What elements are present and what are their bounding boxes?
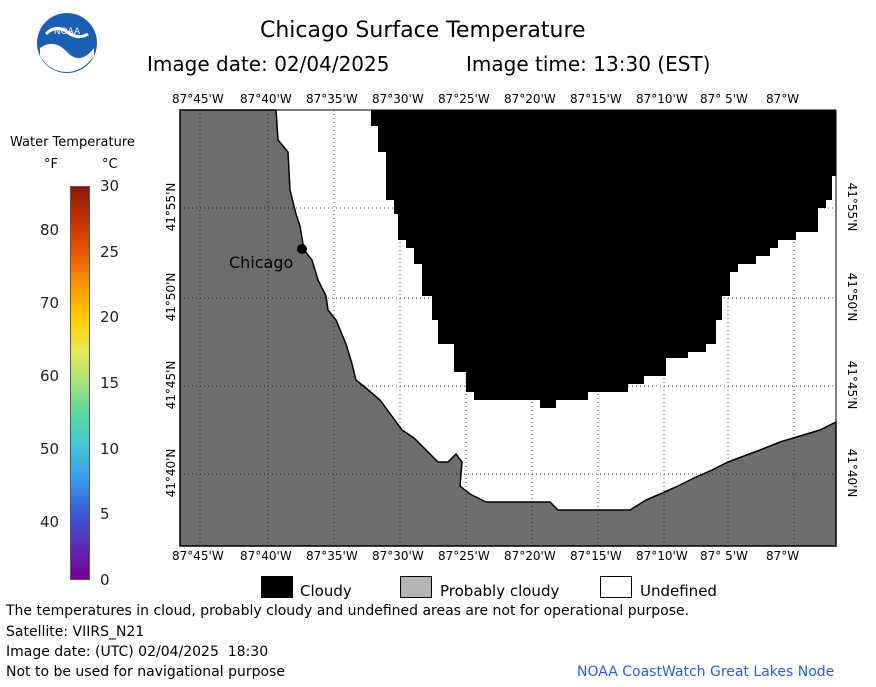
lon-label-bottom-2: 87°35'W xyxy=(306,549,358,563)
land-area xyxy=(179,109,837,547)
legend-probably-cloudy-swatch xyxy=(400,576,432,598)
map-title: Chicago Surface Temperature xyxy=(260,18,586,43)
lon-label-bottom-6: 87°15'W xyxy=(570,549,622,563)
noaa-logo: NOAA xyxy=(36,12,98,74)
scale-unit-c: °C xyxy=(102,157,118,172)
scale-title: Water Temperature xyxy=(10,135,135,150)
credit-link[interactable]: NOAA CoastWatch Great Lakes Node xyxy=(577,664,835,680)
lat-label-left-1: 41°50'N xyxy=(164,272,178,322)
scale-unit-f: °F xyxy=(44,157,58,172)
city-label-chicago: Chicago xyxy=(229,253,294,272)
legend-cloudy-swatch xyxy=(261,576,293,598)
grid-lines xyxy=(180,110,836,546)
legend-cloudy-label: Cloudy xyxy=(300,582,352,600)
scale-f-label-0: 80 xyxy=(40,220,60,239)
logo-text: NOAA xyxy=(54,27,81,37)
lat-label-right-0: 41°55'N xyxy=(845,182,859,232)
scale-c-label-2: 20 xyxy=(100,308,120,327)
lat-label-left-0: 41°55'N xyxy=(164,182,178,232)
lat-label-left-3: 41°40'N xyxy=(164,448,178,498)
lon-label-top-1: 87°40'W xyxy=(240,92,292,106)
lat-label-left-2: 41°45'N xyxy=(164,360,178,410)
lon-label-bottom-0: 87°45'W xyxy=(172,549,224,563)
scale-f-label-2: 60 xyxy=(40,366,60,385)
lon-label-bottom-8: 87° 5'W xyxy=(700,549,748,563)
utc-date-text: Image date: (UTC) 02/04/2025 18:30 xyxy=(6,644,269,660)
scale-c-label-4: 10 xyxy=(100,439,120,458)
legend-undefined-swatch xyxy=(600,576,632,598)
image-time: Image time: 13:30 (EST) xyxy=(466,52,711,76)
chicago-marker xyxy=(297,244,307,254)
scale-f-label-1: 70 xyxy=(40,293,60,312)
legend-undefined-label: Undefined xyxy=(640,582,717,600)
cloudy-area xyxy=(371,110,836,408)
lat-label-right-3: 41°40'N xyxy=(845,448,859,498)
lon-label-top-8: 87° 5'W xyxy=(700,92,748,106)
lon-label-top-9: 87°W xyxy=(766,92,800,106)
scale-c-label-0: 30 xyxy=(100,177,120,195)
scale-c-label-6: 0 xyxy=(100,571,110,589)
scale-c-label-3: 15 xyxy=(100,374,120,392)
lon-label-bottom-3: 87°30'W xyxy=(372,549,424,563)
lon-label-top-2: 87°35'W xyxy=(306,92,358,106)
lon-label-bottom-5: 87°20'W xyxy=(504,549,556,563)
lon-label-top-4: 87°25'W xyxy=(438,92,490,106)
lon-label-top-5: 87°20'W xyxy=(504,92,556,106)
satellite-text: Satellite: VIIRS_N21 xyxy=(6,624,145,640)
lat-label-right-2: 41°45'N xyxy=(845,360,859,410)
lon-label-top-6: 87°15'W xyxy=(570,92,622,106)
color-scale-bar xyxy=(70,186,90,580)
nav-warning-text: Not to be used for navigational purpose xyxy=(6,664,285,680)
scale-c-label-1: 25 xyxy=(100,242,120,261)
legend-probably-cloudy-label: Probably cloudy xyxy=(440,582,560,600)
scale-f-label-4: 40 xyxy=(40,512,60,531)
lon-label-bottom-7: 87°10'W xyxy=(636,549,688,563)
lon-label-bottom-9: 87°W xyxy=(766,549,800,563)
scale-c-label-5: 5 xyxy=(100,505,110,524)
disclaimer-text: The temperatures in cloud, probably clou… xyxy=(6,603,690,619)
scale-f-label-3: 50 xyxy=(40,439,60,458)
lon-label-top-7: 87°10'W xyxy=(636,92,688,106)
lon-label-top-0: 87°45'W xyxy=(172,92,224,106)
lon-label-bottom-1: 87°40'W xyxy=(240,549,292,563)
lat-label-right-1: 41°50'N xyxy=(845,272,859,322)
image-date: Image date: 02/04/2025 xyxy=(147,52,390,76)
lon-label-bottom-4: 87°25'W xyxy=(438,549,490,563)
lon-label-top-3: 87°30'W xyxy=(372,92,424,106)
